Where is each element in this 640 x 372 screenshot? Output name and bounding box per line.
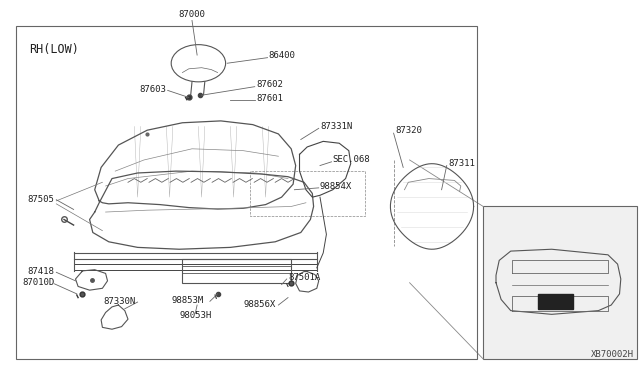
Text: 87331N: 87331N xyxy=(320,122,352,131)
Text: 87330N: 87330N xyxy=(104,297,136,306)
Text: 87418: 87418 xyxy=(27,267,54,276)
Text: 98854X: 98854X xyxy=(320,182,352,190)
Bar xyxy=(483,206,637,359)
Bar xyxy=(16,26,477,359)
Text: 86400: 86400 xyxy=(269,51,296,60)
Bar xyxy=(182,259,291,283)
Bar xyxy=(538,294,573,309)
Text: 87603: 87603 xyxy=(140,85,166,94)
Text: RH(LOW): RH(LOW) xyxy=(29,43,79,56)
Text: 98853M: 98853M xyxy=(172,296,204,305)
Text: 87505: 87505 xyxy=(27,195,54,203)
Text: 87601: 87601 xyxy=(256,94,283,103)
Text: 87000: 87000 xyxy=(179,10,205,19)
Text: 87320: 87320 xyxy=(396,126,422,135)
Text: 87602: 87602 xyxy=(256,80,283,89)
Text: 98856X: 98856X xyxy=(243,300,275,309)
Text: 87010D: 87010D xyxy=(22,278,54,287)
Text: XB70002H: XB70002H xyxy=(591,350,634,359)
Text: 98053H: 98053H xyxy=(179,311,211,320)
Text: SEC.068: SEC.068 xyxy=(333,155,371,164)
Text: 87311: 87311 xyxy=(448,159,475,168)
Text: 87501A: 87501A xyxy=(288,273,320,282)
